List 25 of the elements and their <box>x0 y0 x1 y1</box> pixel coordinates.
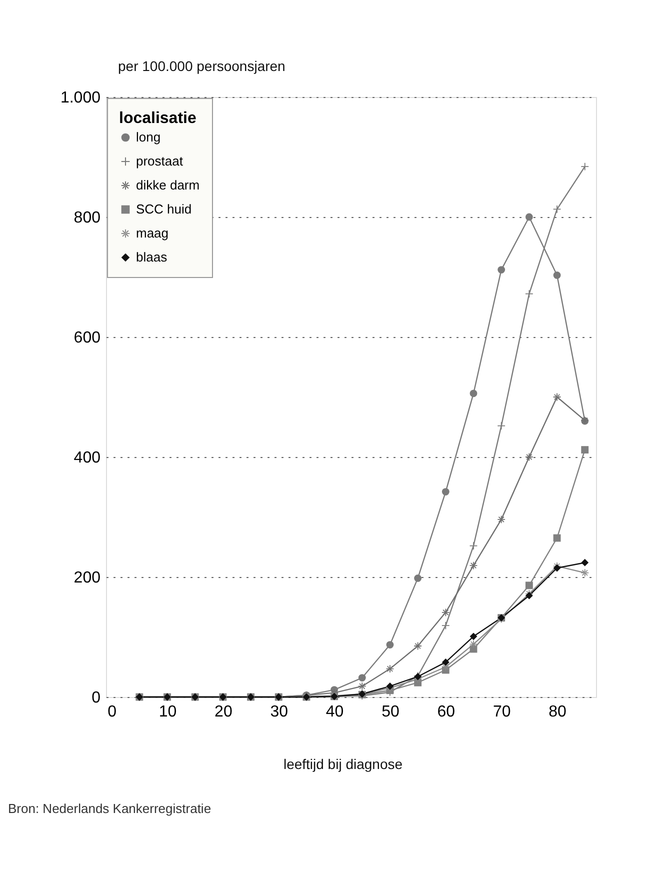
x-tick-label: 20 <box>214 704 232 720</box>
x-tick-label: 0 <box>108 704 117 720</box>
legend-label: long <box>136 130 161 144</box>
y-tick-label: 200 <box>74 570 101 586</box>
text: Bron: Nederlands Kankerregistratie <box>8 801 212 816</box>
x-tick-label: 10 <box>158 704 177 720</box>
legend-label: SCC huid <box>136 202 192 216</box>
y-tick-label: 1.000 <box>60 90 101 106</box>
y-tick-label: 600 <box>74 330 101 346</box>
x-tick-label: 30 <box>270 704 288 720</box>
legend-label: prostaat <box>136 154 184 168</box>
legend-label: maag <box>136 226 169 240</box>
legend-label: dikke darm <box>136 178 200 192</box>
x-tick-label: 60 <box>437 704 456 720</box>
x-axis-title: leeftijd bij diagnose <box>283 756 403 772</box>
y-tick-label: 400 <box>74 450 101 466</box>
x-tick-label: 40 <box>326 704 344 720</box>
y-tick-label: 0 <box>92 690 101 706</box>
x-tick-label: 80 <box>548 704 567 720</box>
y-axis-title: per 100.000 persoonsjaren <box>118 58 286 74</box>
x-tick-label: 50 <box>382 704 400 720</box>
y-tick-label: 800 <box>74 210 101 226</box>
x-tick-label: 70 <box>492 704 511 720</box>
legend-title: localisatie <box>119 110 196 127</box>
legend-label: blaas <box>136 250 168 264</box>
